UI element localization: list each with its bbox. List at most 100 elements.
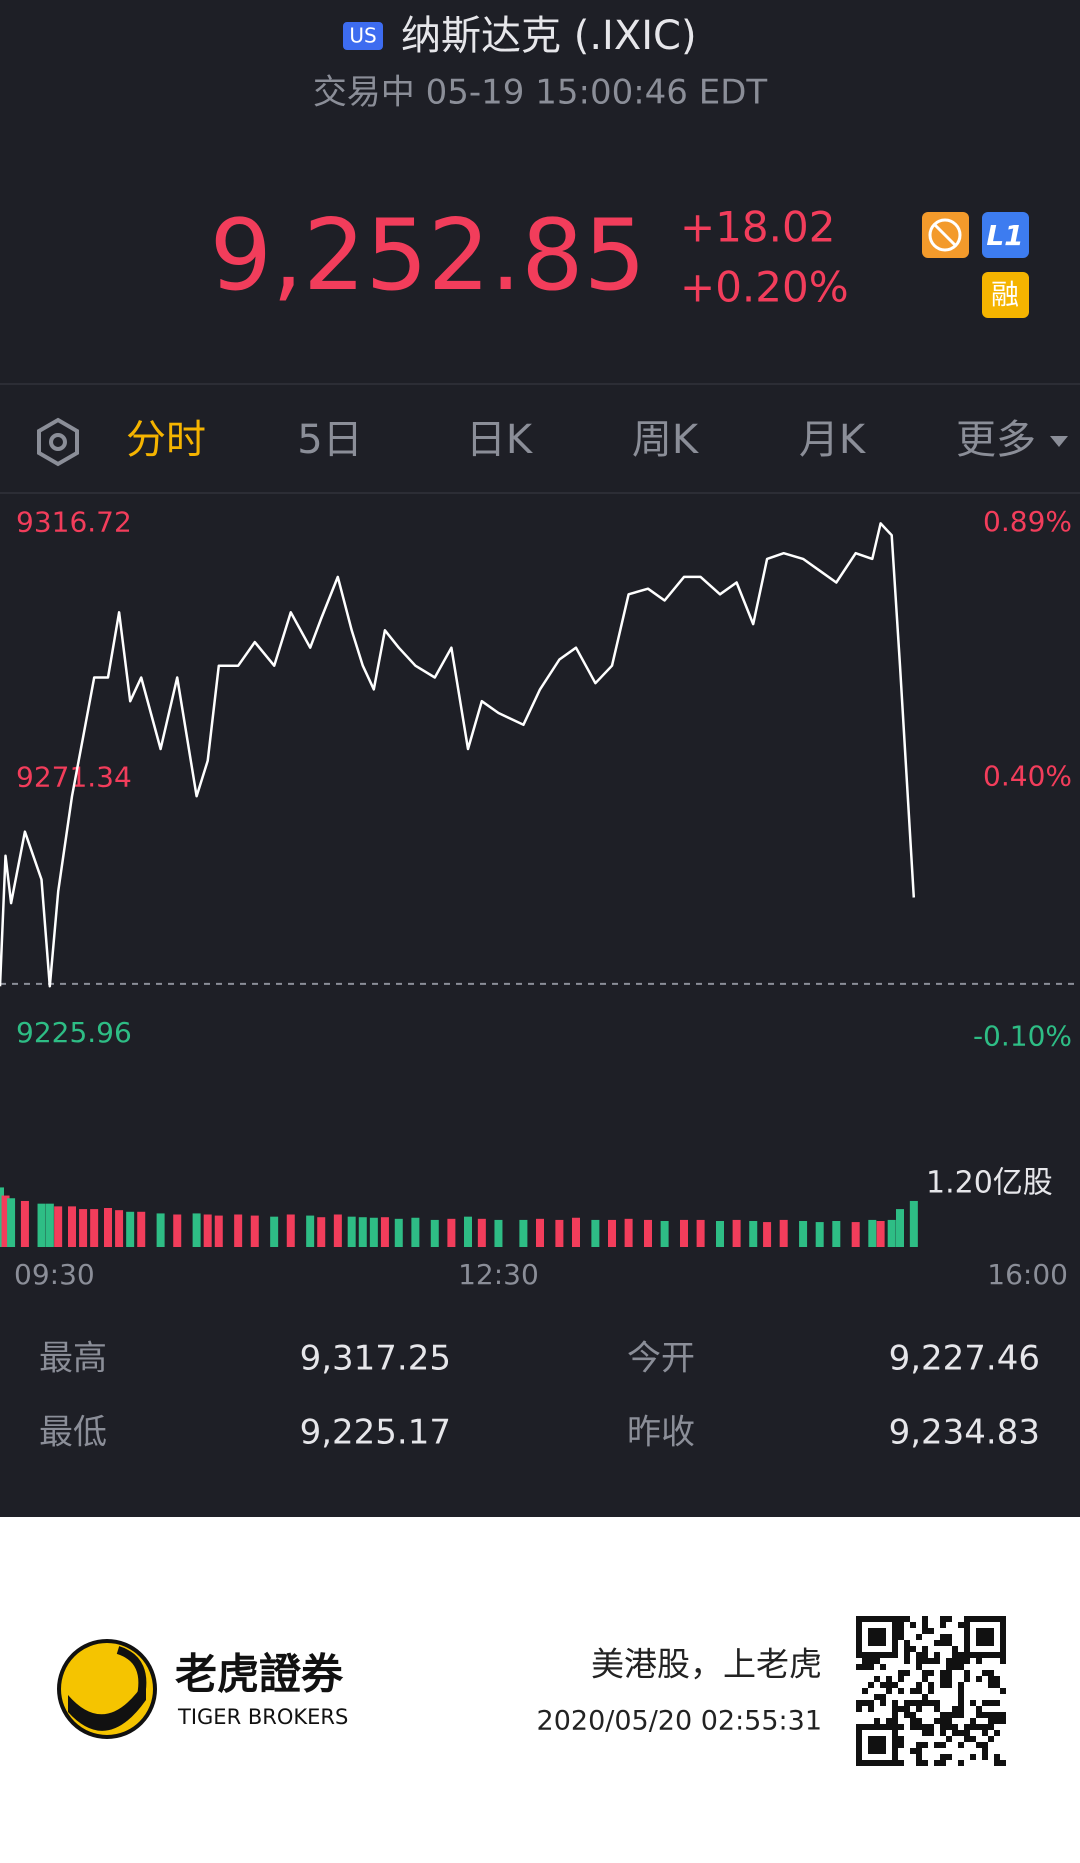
qr-module — [856, 1706, 862, 1712]
qr-module — [946, 1664, 952, 1670]
volume-bar — [536, 1218, 544, 1247]
qr-module — [934, 1742, 940, 1748]
qr-module — [1000, 1622, 1006, 1628]
qr-module — [970, 1616, 976, 1622]
qr-module — [988, 1640, 994, 1646]
qr-module — [880, 1760, 886, 1766]
qr-module — [940, 1640, 946, 1646]
qr-module — [964, 1676, 970, 1682]
qr-module — [988, 1652, 994, 1658]
qr-module — [952, 1724, 958, 1730]
volume-bar — [896, 1209, 904, 1247]
volume-bar — [799, 1221, 808, 1247]
qr-module — [964, 1730, 970, 1736]
qr-module — [1000, 1718, 1006, 1724]
qr-module — [988, 1676, 994, 1682]
tab[interactable]: 5日 — [297, 417, 362, 463]
volume-bar — [644, 1219, 652, 1247]
volume-bar — [54, 1206, 63, 1247]
qr-module — [898, 1616, 904, 1622]
volume-bar — [815, 1222, 824, 1247]
qr-module — [976, 1706, 982, 1712]
volume-bar — [411, 1217, 420, 1247]
tab-active[interactable]: 分时 — [126, 417, 206, 463]
qr-module — [862, 1658, 868, 1664]
volume-bar — [203, 1214, 212, 1247]
qr-module — [940, 1718, 946, 1724]
qr-module — [880, 1748, 886, 1754]
qr-module — [874, 1616, 880, 1622]
volume-bar — [20, 1200, 29, 1247]
qr-module — [916, 1634, 922, 1640]
qr-module — [892, 1622, 898, 1628]
brand-en: TIGER BROKERS — [177, 1705, 348, 1729]
qr-module — [916, 1700, 922, 1706]
volume-bar — [286, 1214, 295, 1247]
x-tick-label: 16:00 — [987, 1258, 1068, 1291]
stat-label: 最低 — [39, 1413, 107, 1453]
qr-module — [976, 1628, 982, 1634]
qr-module — [922, 1700, 928, 1706]
volume-bar — [464, 1216, 472, 1247]
qr-module — [898, 1622, 904, 1628]
qr-module — [916, 1760, 922, 1766]
qr-module — [940, 1742, 946, 1748]
tab[interactable]: 月K — [799, 417, 867, 463]
qr-module — [880, 1736, 886, 1742]
qr-module — [1000, 1634, 1006, 1640]
qr-module — [940, 1712, 946, 1718]
volume-bar — [624, 1218, 633, 1247]
qr-code — [856, 1616, 1006, 1766]
qr-module — [892, 1718, 898, 1724]
volume-bar — [126, 1211, 135, 1247]
volume-bar — [68, 1206, 76, 1247]
settings-icon[interactable] — [37, 417, 79, 467]
tab-more[interactable]: 更多 — [956, 417, 1036, 463]
qr-module — [940, 1670, 946, 1676]
l1-badge-bg[interactable] — [982, 212, 1029, 258]
qr-module — [988, 1712, 994, 1718]
qr-module — [958, 1700, 964, 1706]
qr-module — [892, 1646, 898, 1652]
qr-module — [862, 1700, 868, 1706]
qr-module — [892, 1652, 898, 1658]
qr-module — [910, 1718, 916, 1724]
tab[interactable]: 日K — [466, 417, 534, 463]
volume-bar — [317, 1217, 326, 1247]
qr-module — [982, 1712, 988, 1718]
rong-badge-bg[interactable] — [982, 272, 1029, 318]
qr-module — [856, 1646, 862, 1652]
logo-tail — [116, 1646, 147, 1701]
qr-module — [892, 1640, 898, 1646]
volume-bar — [333, 1214, 342, 1247]
market-badge-bg — [343, 22, 383, 50]
qr-module — [976, 1676, 982, 1682]
qr-module — [922, 1628, 928, 1634]
volume-bar — [494, 1219, 503, 1247]
qr-module — [856, 1754, 862, 1760]
qr-module — [898, 1724, 904, 1730]
qr-module — [958, 1658, 964, 1664]
volume-bar — [90, 1209, 99, 1247]
qr-module — [928, 1658, 934, 1664]
volume-bar — [591, 1219, 600, 1247]
qr-module — [952, 1664, 958, 1670]
qr-module — [940, 1616, 946, 1622]
qr-module — [904, 1712, 910, 1718]
logo-stripe — [68, 1680, 146, 1731]
qr-module — [874, 1724, 880, 1730]
qr-module — [946, 1724, 952, 1730]
qr-module — [874, 1760, 880, 1766]
qr-module — [964, 1724, 970, 1730]
qr-module — [922, 1760, 928, 1766]
qr-module — [874, 1658, 880, 1664]
qr-module — [964, 1628, 970, 1634]
volume-bar — [572, 1217, 580, 1247]
qr-module — [1000, 1628, 1006, 1634]
qr-module — [958, 1730, 964, 1736]
qr-module — [910, 1700, 916, 1706]
qr-module — [922, 1646, 928, 1652]
tab[interactable]: 周K — [632, 417, 700, 463]
qr-module — [976, 1616, 982, 1622]
qr-module — [1000, 1712, 1006, 1718]
